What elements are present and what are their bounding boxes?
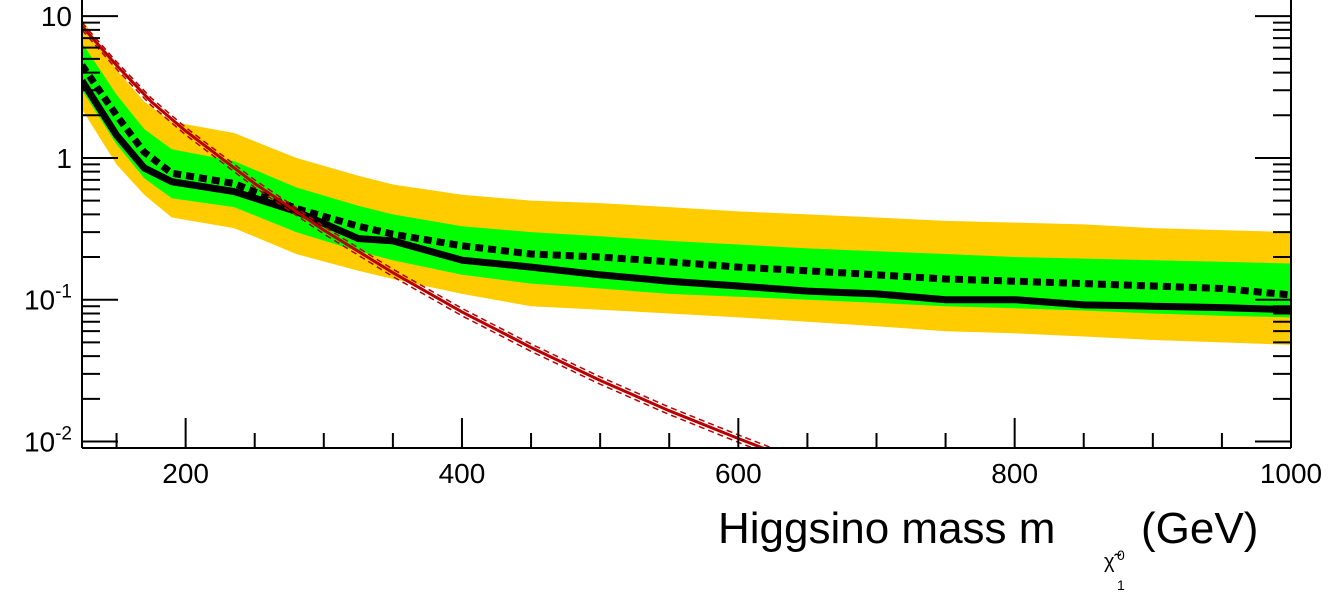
curve-observed-limit (82, 78, 1291, 314)
y-tick-label: 10 (41, 1, 72, 32)
expected-bands (82, 19, 1291, 345)
x-axis-subscript-sup: 0 (1117, 547, 1125, 563)
x-tick-label: 1000 (1260, 458, 1322, 489)
y-tick-label: 10-1 (24, 282, 72, 316)
x-tick-label: 200 (162, 458, 209, 489)
curve-theory-cross-section (82, 25, 767, 448)
x-axis-unit: (GeV) (1141, 504, 1258, 553)
axis-tick-labels: 200 400 600 800 1000 10-2 10-1 1 10 (24, 1, 1322, 489)
x-axis-title-main: Higgsino mass m (718, 504, 1055, 553)
curve-theory-cross-section-lower (82, 29, 756, 448)
curve-expected-limit (82, 63, 1291, 299)
band-expected-band-1sigma (82, 42, 1291, 318)
x-axis-subscript-sub: 1 (1117, 577, 1125, 593)
x-tick-label: 800 (991, 458, 1038, 489)
y-tick-label: 10-2 (24, 424, 72, 458)
limit-curves (82, 22, 1291, 448)
x-tick-label: 600 (715, 458, 762, 489)
axis-ticks (82, 15, 1292, 449)
y-tick-label: 1 (56, 143, 72, 174)
x-axis-title: Higgsino mass m χ̃ 0 1 (GeV) (718, 504, 1258, 593)
curve-theory-cross-section-upper (82, 22, 775, 448)
x-tick-label: 400 (439, 458, 486, 489)
